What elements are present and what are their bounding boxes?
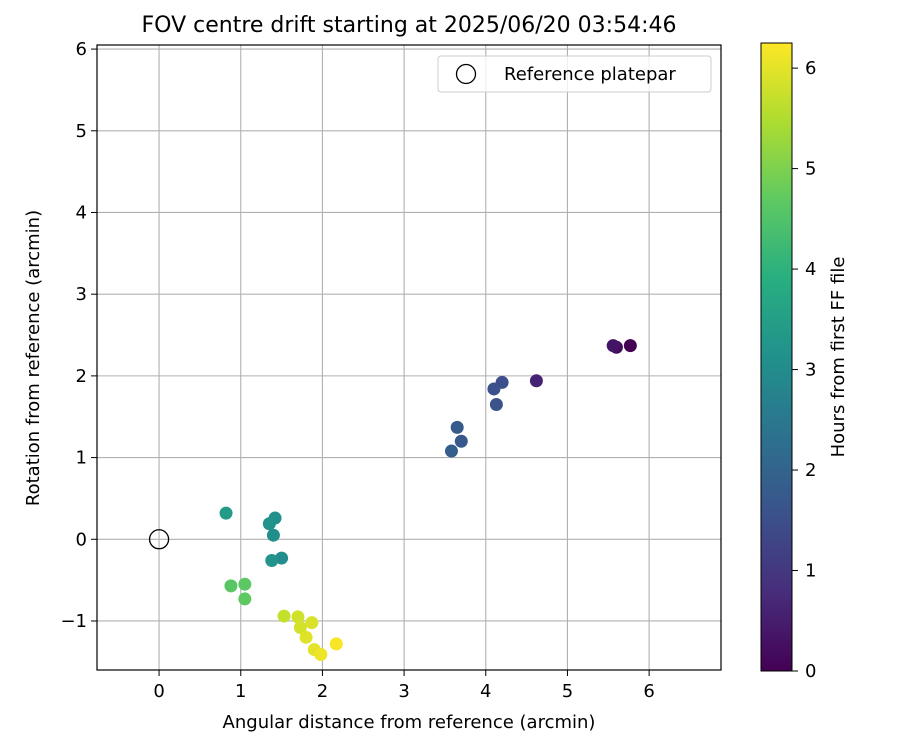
x-tick-label: 0 bbox=[153, 681, 164, 702]
scatter-point bbox=[238, 592, 252, 606]
reference-layer bbox=[148, 529, 170, 550]
x-tick-label: 3 bbox=[398, 681, 409, 702]
colorbar-tick-label: 6 bbox=[805, 58, 816, 79]
scatter-point bbox=[266, 528, 280, 542]
y-tick-label: 0 bbox=[76, 529, 87, 550]
legend-box bbox=[437, 55, 712, 93]
y-tick-label: 6 bbox=[76, 39, 87, 60]
scatter-point bbox=[293, 621, 307, 635]
x-axis-label: Angular distance from reference (arcmin) bbox=[223, 712, 596, 733]
scatter-point bbox=[606, 339, 620, 353]
y-tick-label: 4 bbox=[76, 202, 87, 223]
colorbar-tick-label: 0 bbox=[805, 661, 816, 682]
colorbar-tick-label: 5 bbox=[805, 159, 816, 180]
x-tick-label: 4 bbox=[480, 681, 491, 702]
scatter-point bbox=[529, 374, 543, 388]
x-axis-ticks: 0 1 2 3 4 5 6 bbox=[153, 670, 655, 702]
legend-reference-label: Reference platepar bbox=[504, 64, 676, 85]
scatter-point bbox=[314, 647, 328, 661]
scatter-point bbox=[623, 339, 637, 353]
colorbar-tick-label: 4 bbox=[805, 259, 816, 280]
scatter-point bbox=[454, 434, 468, 448]
grid bbox=[97, 45, 721, 670]
y-tick-label: 5 bbox=[76, 121, 87, 142]
y-tick-label: 2 bbox=[76, 366, 87, 387]
scatter-point bbox=[450, 420, 464, 434]
colorbar-tick-label: 3 bbox=[805, 360, 816, 381]
scatter-point bbox=[305, 616, 319, 630]
y-axis-ticks: −1 0 1 2 3 4 5 6 bbox=[60, 39, 97, 632]
scatter-point bbox=[275, 551, 289, 565]
colorbar-label: Hours from first FF file bbox=[828, 257, 849, 458]
x-tick-label: 5 bbox=[562, 681, 573, 702]
scatter-point bbox=[329, 637, 343, 651]
scatter-point bbox=[291, 610, 305, 624]
legend-reference-marker bbox=[455, 63, 477, 85]
scatter-point bbox=[444, 444, 458, 458]
y-tick-label: 3 bbox=[76, 284, 87, 305]
x-tick-label: 2 bbox=[317, 681, 328, 702]
scatter-point bbox=[219, 506, 233, 520]
colorbar-tick-label: 1 bbox=[805, 561, 816, 582]
scatter-point bbox=[489, 397, 503, 411]
colorbar: 0 1 2 3 4 5 6 Hours from first FF file bbox=[760, 42, 849, 682]
scatter-point bbox=[299, 630, 313, 644]
reference-platepar-marker bbox=[148, 529, 170, 550]
colorbar-tick-label: 2 bbox=[805, 460, 816, 481]
plot-frame bbox=[96, 44, 722, 671]
x-tick-label: 1 bbox=[235, 681, 246, 702]
y-tick-label: −1 bbox=[60, 611, 87, 632]
data-points bbox=[219, 339, 637, 661]
y-axis-label: Rotation from reference (arcmin) bbox=[23, 210, 44, 506]
x-tick-label: 6 bbox=[643, 681, 654, 702]
legend: Reference platepar bbox=[437, 55, 712, 93]
scatter-point bbox=[487, 382, 501, 396]
colorbar-gradient bbox=[760, 42, 793, 672]
scatter-point bbox=[224, 579, 238, 593]
chart-title: FOV centre drift starting at 2025/06/20 … bbox=[142, 13, 677, 38]
scatter-point bbox=[262, 517, 276, 531]
scatter-point bbox=[277, 609, 291, 623]
scatter-point bbox=[265, 554, 279, 568]
y-tick-label: 1 bbox=[76, 448, 87, 469]
colorbar-ticks: 0 1 2 3 4 5 6 bbox=[792, 58, 816, 682]
scatter-point bbox=[238, 577, 252, 591]
